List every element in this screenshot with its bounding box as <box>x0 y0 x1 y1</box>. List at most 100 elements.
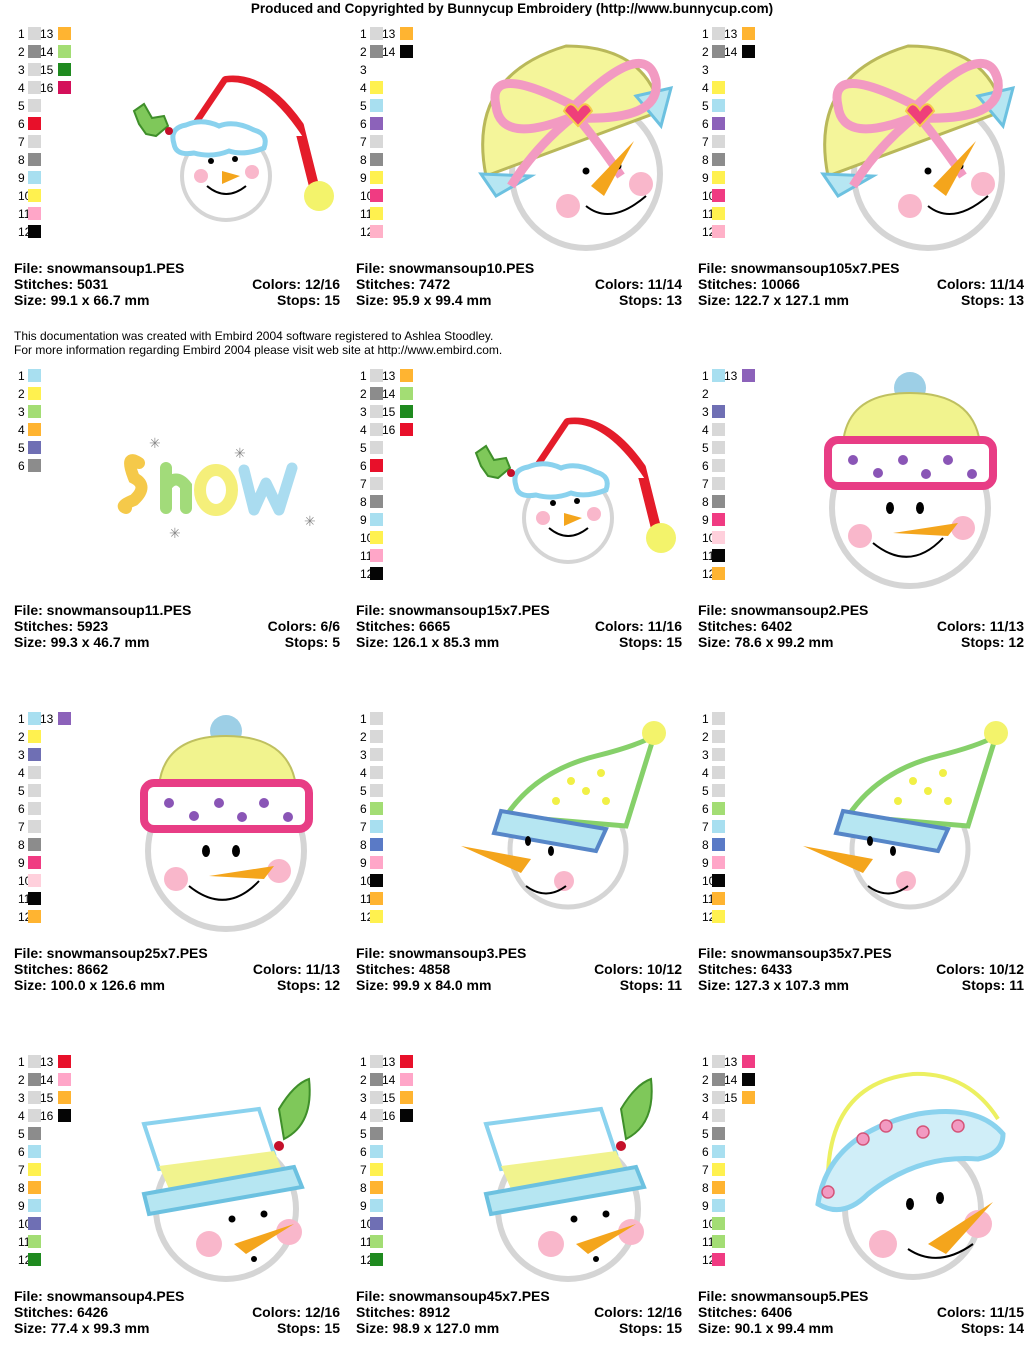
color-swatch <box>370 369 383 382</box>
color-swatch <box>28 1181 41 1194</box>
palette-number: 13 <box>724 1055 738 1069</box>
palette-number: 1 <box>360 1055 367 1069</box>
color-swatch <box>28 856 41 869</box>
color-swatch <box>370 63 383 76</box>
color-swatch <box>712 766 725 779</box>
palette-number: 1 <box>18 27 25 41</box>
palette-number: 1 <box>18 1055 25 1069</box>
palette-number: 11 <box>702 1235 715 1249</box>
file-name: File: snowmansoup10.PES <box>356 260 535 276</box>
palette-number: 6 <box>702 459 709 473</box>
palette-number: 2 <box>360 387 367 401</box>
palette-number: 5 <box>18 441 25 455</box>
palette-number: 8 <box>360 495 367 509</box>
color-swatch <box>712 27 725 40</box>
color-swatch <box>370 1091 383 1104</box>
palette-number: 2 <box>360 45 367 59</box>
design-card: 1 2 3 4 5 6 7 8 9 10 11 12 13 14 File: snowmansoup105… <box>698 26 1024 366</box>
stitch-count: Stitches: 8662 <box>14 961 109 977</box>
stop-count: Stops: 14 <box>960 1320 1024 1336</box>
design-size: Size: 77.4 x 99.3 mm <box>14 1320 150 1336</box>
stitch-count: Stitches: 6426 <box>14 1304 109 1320</box>
palette-number: 13 <box>382 369 396 383</box>
palette-number: 5 <box>360 441 367 455</box>
palette-number: 7 <box>18 135 25 149</box>
palette-number: 3 <box>702 1091 709 1105</box>
file-name: File: snowmansoup2.PES <box>698 602 869 618</box>
color-swatch <box>742 1055 755 1068</box>
svg-text:✳: ✳ <box>304 514 316 530</box>
color-swatch <box>712 802 725 815</box>
embird-note: This documentation was created with Embi… <box>14 329 502 357</box>
design-size: Size: 98.9 x 127.0 mm <box>356 1320 500 1336</box>
color-swatch <box>742 27 755 40</box>
palette-number: 4 <box>18 766 25 780</box>
color-swatch <box>712 207 725 220</box>
color-swatch <box>58 712 71 725</box>
palette-number: 8 <box>702 495 709 509</box>
palette-number: 1 <box>18 369 25 383</box>
design-size: Size: 99.3 x 46.7 mm <box>14 634 150 650</box>
palette-number: 11 <box>702 549 715 563</box>
color-swatch <box>370 45 383 58</box>
palette-number: 9 <box>702 1199 709 1213</box>
palette-number: 6 <box>360 459 367 473</box>
color-swatch <box>28 45 41 58</box>
design-meta: File: snowmansoup11.PES Stitches: 5923 Col… <box>14 602 340 650</box>
stop-count: Stops: 15 <box>618 1320 682 1336</box>
design-card: 1 2 3 4 5 6 7 8 9 10 11 12 13 14 15 16 File: snowmansou… <box>356 368 694 708</box>
design-size: Size: 99.9 x 84.0 mm <box>356 977 492 993</box>
file-name: File: snowmansoup45x7.PES <box>356 1288 550 1304</box>
color-swatch <box>28 1145 41 1158</box>
color-swatch <box>712 423 725 436</box>
color-swatch <box>28 63 41 76</box>
color-swatch <box>400 27 413 40</box>
color-swatch <box>58 1091 71 1104</box>
color-swatch <box>370 1163 383 1176</box>
palette-number: 6 <box>18 1145 25 1159</box>
color-swatch <box>370 820 383 833</box>
color-swatch <box>28 874 41 887</box>
palette-number: 2 <box>702 387 709 401</box>
palette-number: 9 <box>18 1199 25 1213</box>
design-card: 1 2 3 4 5 6 7 8 9 10 11 12 13 File: snowmansoup2.PES… <box>698 368 1024 708</box>
color-swatch <box>712 225 725 238</box>
palette-number: 8 <box>702 153 709 167</box>
color-swatch <box>712 856 725 869</box>
palette-number: 13 <box>40 27 54 41</box>
file-name: File: snowmansoup35x7.PES <box>698 945 892 961</box>
design-card: 1 2 3 4 5 6 7 8 9 10 11 12 File: snowmansoup35x7.PE… <box>698 711 1024 1051</box>
palette-number: 3 <box>702 405 709 419</box>
palette-number: 8 <box>702 1181 709 1195</box>
palette-number: 15 <box>40 63 54 77</box>
palette-number: 4 <box>702 766 709 780</box>
color-swatch <box>712 1199 725 1212</box>
color-swatch <box>370 495 383 508</box>
palette-number: 16 <box>382 1109 396 1123</box>
color-swatch <box>370 171 383 184</box>
color-swatch <box>28 189 41 202</box>
color-swatch <box>712 405 725 418</box>
palette-number: 1 <box>702 27 709 41</box>
palette-number: 13 <box>40 712 54 726</box>
stop-count: Stops: 5 <box>284 634 340 650</box>
palette-number: 6 <box>360 802 367 816</box>
palette-number: 5 <box>702 99 709 113</box>
palette-number: 5 <box>18 784 25 798</box>
palette-number: 5 <box>702 1127 709 1141</box>
stitch-count: Stitches: 10066 <box>698 276 800 292</box>
palette-number: 8 <box>360 838 367 852</box>
color-swatch <box>712 531 725 544</box>
color-swatch <box>58 1055 71 1068</box>
color-swatch <box>712 748 725 761</box>
design-size: Size: 126.1 x 85.3 mm <box>356 634 500 650</box>
color-swatch <box>28 730 41 743</box>
color-swatch <box>712 171 725 184</box>
file-name: File: snowmansoup1.PES <box>14 260 185 276</box>
palette-number: 6 <box>360 117 367 131</box>
palette-number: 15 <box>724 1091 738 1105</box>
color-count: Colors: 10/12 <box>936 961 1024 977</box>
design-meta: File: snowmansoup15x7.PES Stitches: 6665 C… <box>356 602 682 650</box>
color-swatch <box>370 477 383 490</box>
